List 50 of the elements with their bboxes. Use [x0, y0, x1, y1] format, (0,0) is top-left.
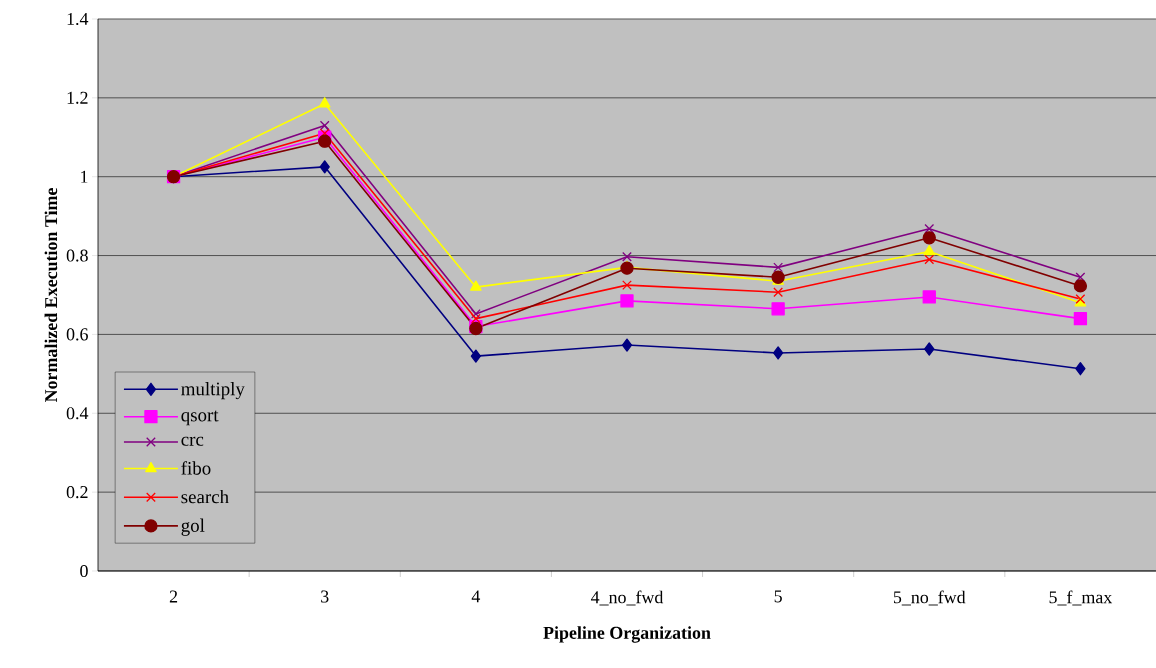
- legend-label: crc: [181, 436, 204, 446]
- point: [319, 160, 330, 174]
- y-tick-label: 0.6: [66, 328, 88, 341]
- point: [922, 290, 936, 304]
- y-tick-label: 0: [80, 564, 88, 578]
- point: [1075, 272, 1086, 283]
- x-tick-label: 3: [321, 590, 329, 603]
- y-axis-title: Normalized Execution Time: [44, 188, 58, 403]
- point: [1073, 279, 1088, 293]
- point: [923, 244, 936, 256]
- point: [771, 270, 785, 284]
- y-tick-label: 0.2: [66, 486, 88, 499]
- x-tick-label: 2: [169, 590, 178, 603]
- y-tick-label: 1.2: [67, 91, 88, 104]
- point: [924, 254, 935, 265]
- point: [1073, 311, 1088, 326]
- legend-label: gol: [181, 518, 205, 536]
- point: [622, 280, 632, 291]
- y-tick-label: 1.4: [67, 12, 89, 26]
- point: [922, 231, 936, 245]
- y-tick-label: 1: [81, 170, 88, 183]
- legend-label: qsort: [181, 410, 219, 426]
- y-tick-label: 0.8: [66, 249, 88, 262]
- point: [470, 313, 481, 324]
- point: [622, 251, 632, 262]
- point: [318, 134, 332, 148]
- point: [924, 342, 935, 356]
- point: [1075, 362, 1086, 376]
- y-tick-label: 0.4: [66, 407, 89, 420]
- point: [924, 223, 935, 234]
- x-tick-label: 5_no_fwd: [893, 590, 966, 606]
- x-tick-label: 5_f_max: [1049, 590, 1113, 606]
- point: [470, 280, 482, 291]
- point: [318, 97, 331, 108]
- point: [470, 349, 481, 363]
- point: [772, 346, 784, 360]
- legend-label: fibo: [181, 461, 211, 475]
- point: [771, 302, 785, 316]
- point: [319, 120, 330, 131]
- point: [773, 262, 784, 273]
- x-tick-label: 5: [774, 590, 782, 603]
- x-tick-label: 4_no_fwd: [590, 590, 664, 606]
- point: [621, 338, 633, 352]
- point: [773, 287, 784, 298]
- x-tick-label: 4: [471, 590, 481, 603]
- x-axis-title: Pipeline Organization: [543, 626, 711, 643]
- legend-label: search: [181, 489, 229, 504]
- legend-label: multiply: [181, 382, 245, 400]
- point: [470, 309, 481, 319]
- point: [620, 294, 634, 308]
